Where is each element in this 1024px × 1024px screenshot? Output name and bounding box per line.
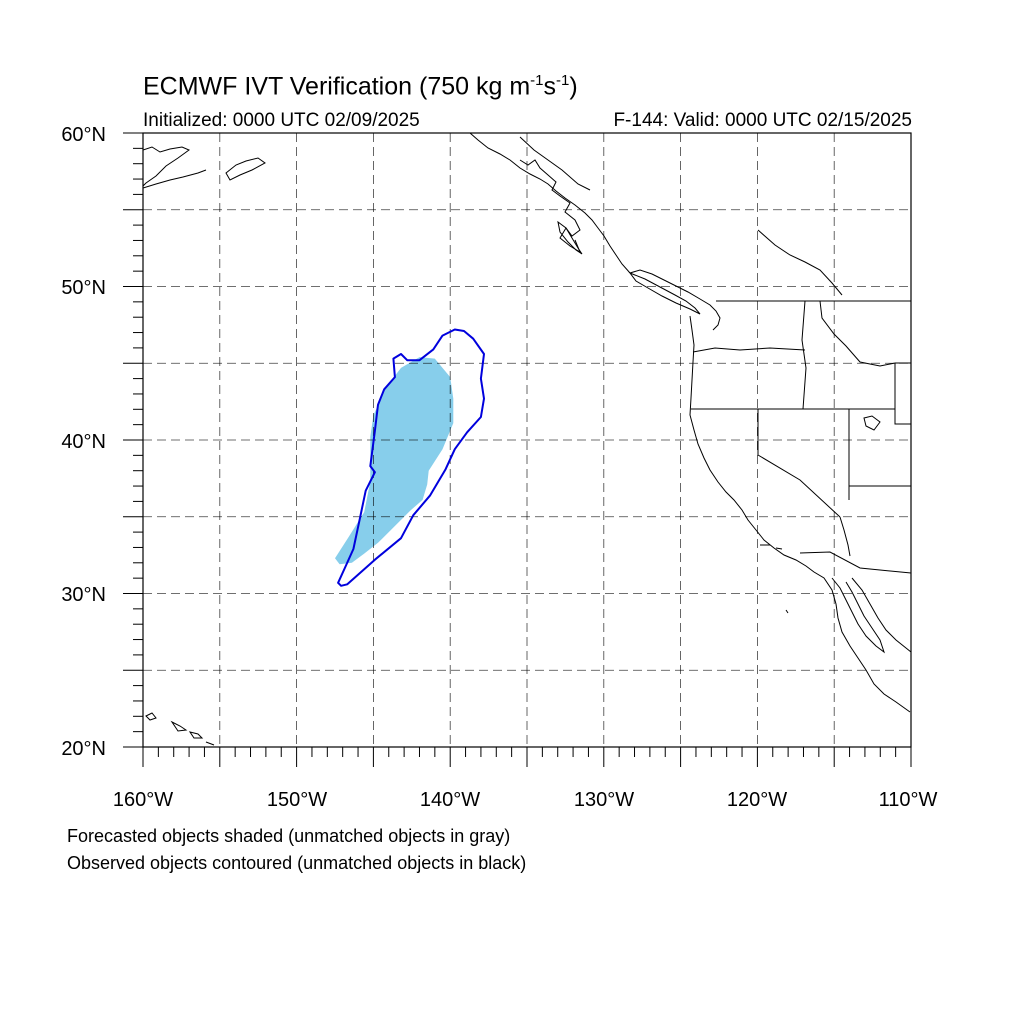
montana-wyoming-border xyxy=(894,362,911,425)
washington-oregon-border xyxy=(692,347,806,353)
title-mid: s xyxy=(543,72,557,101)
idaho-montana-border xyxy=(819,300,896,367)
canadian-rockies-divide xyxy=(757,229,843,296)
lat-label-20n: 20°N xyxy=(61,738,106,760)
coastline-layer xyxy=(143,133,911,746)
map-title: ECMWF IVT Verification (750 kg m-1s-1) xyxy=(143,72,578,101)
footnote-forecast: Forecasted objects shaded (unmatched obj… xyxy=(67,826,511,846)
alaska-peninsula-coastline xyxy=(143,146,191,187)
title-exponent-2: -1 xyxy=(556,72,570,89)
lat-label-40n: 40°N xyxy=(61,431,106,453)
great-salt-lake xyxy=(863,415,881,431)
lon-label-140w: 140°W xyxy=(420,789,480,811)
bc-mainland-coast xyxy=(629,269,721,331)
observed-object-contour xyxy=(337,328,485,587)
gulf-of-alaska-coast xyxy=(469,133,631,274)
us-mexico-border xyxy=(799,551,911,574)
hawaii-islands xyxy=(145,712,215,746)
gulf-of-california-east-coast xyxy=(851,577,911,653)
title-suffix: ) xyxy=(569,72,578,101)
baja-california-peninsula xyxy=(831,577,885,654)
socal-channel-islands xyxy=(760,544,789,614)
california-nevada-border xyxy=(757,409,841,518)
plot-frame xyxy=(142,132,912,748)
lon-label-110w: 110°W xyxy=(879,789,938,811)
initialized-time: Initialized: 0000 UTC 02/09/2025 xyxy=(143,110,420,131)
title-exponent-1: -1 xyxy=(530,72,544,89)
political-boundaries xyxy=(691,229,911,574)
washington-oregon-california-coast xyxy=(689,315,911,713)
footnote-observed: Observed objects contoured (unmatched ob… xyxy=(67,853,527,873)
graticule-grid xyxy=(143,133,911,747)
lat-label-30n: 30°N xyxy=(61,584,106,606)
lon-label-120w: 120°W xyxy=(727,789,787,811)
alexander-archipelago-islands xyxy=(519,159,582,254)
observed-objects-layer xyxy=(337,328,485,587)
lon-label-160w: 160°W xyxy=(113,789,173,811)
forecast-object-shaded xyxy=(335,357,454,565)
aleutian-coast-shelf xyxy=(143,169,207,189)
haida-gwaii xyxy=(557,220,583,255)
valid-time: F-144: Valid: 0000 UTC 02/15/2025 xyxy=(613,110,912,131)
kodiak-islands-coastline xyxy=(225,157,266,181)
idaho-west-border xyxy=(801,300,807,410)
lat-label-60n: 60°N xyxy=(61,124,106,146)
title-prefix: ECMWF IVT Verification (750 kg m xyxy=(143,72,531,101)
lon-label-130w: 130°W xyxy=(574,789,634,811)
lat-label-50n: 50°N xyxy=(61,277,106,299)
vancouver-island xyxy=(628,271,701,315)
yukon-bc-border xyxy=(519,136,591,191)
colorado-river xyxy=(839,516,851,557)
axis-ticks xyxy=(123,132,912,767)
lon-label-150w: 150°W xyxy=(267,789,327,811)
forecast-objects-layer xyxy=(335,357,454,565)
